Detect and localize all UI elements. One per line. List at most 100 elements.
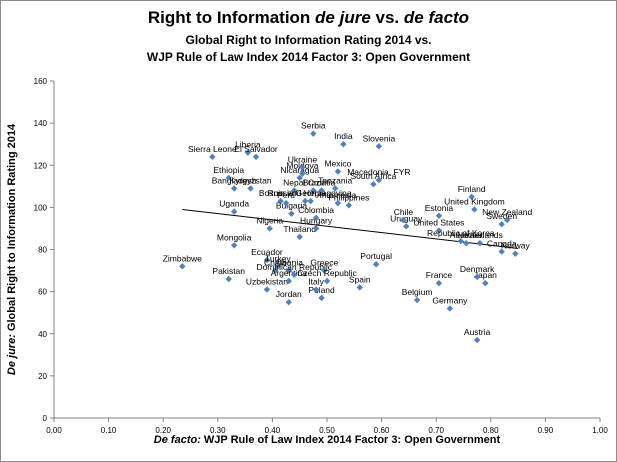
- point-label: Germany: [432, 295, 468, 305]
- point-label: Norway: [501, 241, 531, 251]
- y-axis-title: De jure: Global Right to Information Rat…: [6, 123, 18, 375]
- point-label: Turkey: [265, 253, 291, 263]
- data-point: [263, 256, 271, 264]
- point-label: Uruguay: [390, 213, 423, 223]
- x-tick-label: 0.50: [319, 426, 335, 435]
- data-point: [318, 187, 325, 194]
- point-label: El Salvador: [234, 144, 278, 154]
- data-point: [370, 181, 377, 188]
- data-point: [345, 202, 353, 209]
- data-point: [468, 193, 475, 201]
- data-point: [331, 185, 339, 192]
- data-point: [413, 296, 421, 304]
- data-point: [225, 174, 232, 182]
- data-point: [323, 277, 331, 285]
- point-label: Nigeria: [256, 215, 283, 225]
- chart-subtitle-line1: Global Right to Information Rating 2014 …: [185, 33, 432, 47]
- y-tick-label: 0: [43, 414, 48, 423]
- point-label: Portugal: [360, 251, 392, 261]
- point-label: Australia: [450, 230, 483, 240]
- data-point: [498, 221, 505, 228]
- data-point: [312, 225, 320, 232]
- point-label: Pakistan: [212, 266, 245, 276]
- y-tick-label: 40: [38, 330, 47, 339]
- data-point: [291, 271, 298, 278]
- x-tick-label: 0.70: [428, 426, 444, 435]
- point-label: Canada: [487, 239, 517, 249]
- data-point: [503, 216, 511, 224]
- point-label: Greece: [310, 258, 338, 268]
- data-point: [375, 143, 383, 150]
- y-tick-label: 100: [34, 203, 48, 212]
- point-label: Netherlands: [457, 230, 503, 240]
- point-label: Japan: [474, 270, 497, 280]
- data-point: [435, 227, 443, 234]
- point-label: Republic of Korea: [427, 228, 495, 238]
- axes: 0 20 40 60 80 100 120 140 160 0.00 0.10 0.20 0.30 0.4…: [34, 77, 609, 435]
- data-point: [307, 197, 314, 205]
- x-tick-label: 0.60: [374, 426, 390, 435]
- point-label: Kyrgyzstan: [230, 175, 272, 185]
- point-label: Bulgaria: [276, 201, 307, 211]
- data-point: [482, 280, 489, 287]
- point-label: China: [264, 258, 286, 268]
- x-tick-label: 0.40: [265, 426, 281, 435]
- point-label: Czech Republic: [297, 268, 357, 278]
- data-point: [285, 277, 292, 285]
- point-label: India: [334, 131, 353, 141]
- point-label: Chile: [394, 207, 414, 217]
- x-tick-label: 0.00: [46, 426, 62, 435]
- data-point: [318, 294, 325, 302]
- data-point: [299, 164, 306, 171]
- data-point: [230, 242, 238, 249]
- x-tick-label: 0.10: [101, 426, 117, 435]
- point-label: France: [426, 270, 453, 280]
- data-point: [252, 153, 260, 161]
- data-point: [312, 286, 320, 293]
- point-label: South Africa: [350, 171, 396, 181]
- point-label: Dominican Republic: [256, 262, 332, 272]
- data-point: [375, 176, 383, 184]
- data-point: [334, 199, 342, 207]
- data-point: [291, 187, 298, 194]
- point-label: Tanzania: [318, 175, 352, 185]
- data-point: [457, 237, 464, 245]
- data-point: [512, 250, 519, 257]
- data-point: [321, 267, 328, 274]
- point-label: Argentina: [271, 268, 308, 278]
- data-point: [282, 199, 290, 207]
- data-point: [473, 273, 481, 281]
- chart-title: Right to Information de jure vs. de fact…: [147, 8, 470, 27]
- data-point: [266, 225, 273, 232]
- data-point: [400, 216, 407, 224]
- data-point: [271, 267, 279, 274]
- data-point: [230, 208, 238, 215]
- point-label: Poland: [308, 285, 335, 295]
- data-point: [334, 168, 342, 175]
- data-point: [209, 153, 216, 161]
- point-label: Mongolia: [217, 232, 252, 242]
- x-tick-label: 0.30: [210, 426, 226, 435]
- point-label: Finland: [458, 184, 486, 194]
- x-tick-label: 1.00: [592, 426, 608, 435]
- data-point: [473, 336, 481, 344]
- y-tick-label: 60: [38, 288, 47, 297]
- point-label: United States: [413, 218, 464, 228]
- data-point: [285, 298, 292, 306]
- x-tick-label: 0.20: [155, 426, 171, 435]
- data-point: [244, 149, 252, 156]
- point-label: Philippines: [328, 192, 369, 202]
- data-point: [179, 263, 186, 270]
- data-point: [277, 197, 284, 205]
- data-point: [299, 170, 306, 177]
- point-label: Russia: [268, 188, 294, 198]
- data-point: [446, 305, 454, 312]
- data-point: [356, 284, 363, 291]
- data-point: [310, 130, 317, 137]
- chart-subtitle-line2: WJP Rule of Law Index 2014 Factor 3: Ope…: [146, 50, 471, 64]
- data-point: [476, 239, 484, 247]
- data-point: [498, 248, 505, 255]
- point-label: Georgia: [295, 188, 326, 198]
- point-label: Bosnia and Herzegovina: [259, 188, 352, 198]
